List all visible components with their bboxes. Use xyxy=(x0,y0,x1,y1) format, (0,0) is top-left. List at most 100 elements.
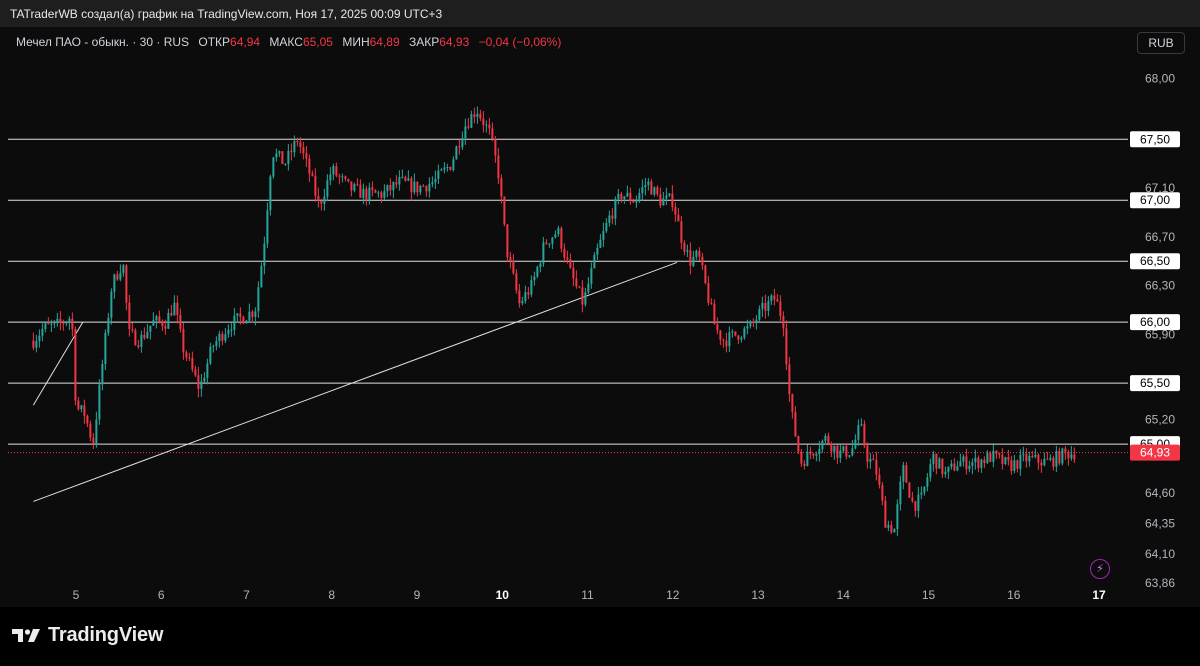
candle-body xyxy=(704,265,707,284)
lightning-icon[interactable]: ⚡ xyxy=(1090,559,1110,579)
candle-body xyxy=(818,449,821,455)
candle-body xyxy=(1055,451,1058,467)
x-tick-label: 16 xyxy=(1007,588,1021,602)
tradingview-wordmark: TradingView xyxy=(48,624,164,646)
candle-body xyxy=(980,459,983,468)
candle-body xyxy=(248,311,251,321)
candle-body xyxy=(398,176,401,185)
candle-body xyxy=(656,187,659,195)
candle-body xyxy=(206,363,209,378)
candle-body xyxy=(539,263,542,267)
close-label: ЗАКР xyxy=(409,35,440,49)
candle-body xyxy=(590,268,593,284)
candle-body xyxy=(878,474,881,486)
candle-body xyxy=(968,465,971,470)
candle-body xyxy=(971,462,974,466)
candle-body xyxy=(488,124,491,129)
candle-body xyxy=(926,477,929,487)
candle-body xyxy=(776,299,779,302)
candle-body xyxy=(59,318,62,323)
candle-body xyxy=(191,357,194,370)
candle-body xyxy=(356,184,359,186)
level-price-box xyxy=(1130,192,1180,209)
currency-button[interactable]: RUB xyxy=(1137,32,1185,54)
candle-body xyxy=(530,280,533,295)
candle-body xyxy=(125,265,128,303)
candle-body xyxy=(713,303,716,325)
candle-body xyxy=(77,400,80,410)
candle-body xyxy=(986,453,989,463)
candle-body xyxy=(767,301,770,311)
trendline[interactable] xyxy=(33,261,678,502)
candle-body xyxy=(290,150,293,153)
y-tick-label: 68,00 xyxy=(1145,71,1175,85)
candle-body xyxy=(953,463,956,471)
candle-body xyxy=(419,185,422,193)
attribution-bar: TATraderWB создал(а) график на TradingVi… xyxy=(0,0,1200,27)
candle-body xyxy=(674,206,677,215)
candle-body xyxy=(584,292,587,305)
tradingview-logo[interactable]: TradingView xyxy=(12,624,163,647)
candle-body xyxy=(389,184,392,191)
price-chart[interactable]: 68,00 67,10 66,70 66,30 65,90 65,20 64,60 64,35… xyxy=(0,0,1200,607)
last-price-box xyxy=(1130,444,1180,461)
candle-body xyxy=(995,450,998,454)
candle-body xyxy=(209,346,212,364)
level-price-label: 67,50 xyxy=(1140,132,1170,146)
candle-body xyxy=(281,151,284,164)
candle-body xyxy=(197,375,200,389)
candle-body xyxy=(881,485,884,501)
candle-body xyxy=(554,234,557,238)
candle-body xyxy=(893,529,896,533)
candle-body xyxy=(587,283,590,293)
candle-body xyxy=(1073,454,1076,460)
candle-body xyxy=(203,377,206,382)
open-value: 64,94 xyxy=(230,35,261,49)
candle-body xyxy=(239,313,242,317)
candle-body xyxy=(1019,454,1022,469)
candle-body xyxy=(413,181,416,193)
candle-body xyxy=(869,458,872,462)
candle-body xyxy=(548,243,551,245)
candle-body xyxy=(392,182,395,191)
candle-body xyxy=(653,187,656,195)
candle-body xyxy=(560,228,563,249)
candle-body xyxy=(521,301,524,304)
candle-body xyxy=(266,210,269,244)
candle-body xyxy=(83,405,86,416)
candle-body xyxy=(128,302,131,330)
candle-body xyxy=(200,381,203,389)
candle-body xyxy=(428,184,431,192)
low-value: 64,89 xyxy=(369,35,400,49)
candle-body xyxy=(557,228,560,235)
candle-body xyxy=(47,323,50,325)
candle-body xyxy=(686,250,689,252)
candle-body xyxy=(482,118,485,126)
candle-body xyxy=(536,266,539,277)
candle-body xyxy=(395,182,398,185)
candle-body xyxy=(329,174,332,181)
candle-body xyxy=(623,196,626,199)
candle-body xyxy=(647,181,650,186)
candle-body xyxy=(164,326,167,329)
candle-body xyxy=(464,126,467,139)
candle-body xyxy=(920,492,923,495)
candle-body xyxy=(506,224,509,258)
candle-body xyxy=(692,256,695,266)
candle-body xyxy=(1043,458,1046,466)
candle-body xyxy=(473,114,476,117)
candle-body xyxy=(68,318,71,323)
candle-body xyxy=(860,424,863,426)
candle-body xyxy=(755,319,758,323)
candle-body xyxy=(998,453,1001,455)
chart-panel[interactable] xyxy=(0,27,1200,607)
candle-body xyxy=(809,451,812,454)
candle-body xyxy=(305,153,308,159)
change-value: −0,04 (−0,06%) xyxy=(478,35,562,49)
candle-body xyxy=(425,186,428,192)
last-price-label: 64,93 xyxy=(1140,446,1170,460)
candle-body xyxy=(1034,454,1037,457)
candle-body xyxy=(1061,448,1064,464)
candle-body xyxy=(110,291,113,318)
candle-body xyxy=(101,364,104,385)
